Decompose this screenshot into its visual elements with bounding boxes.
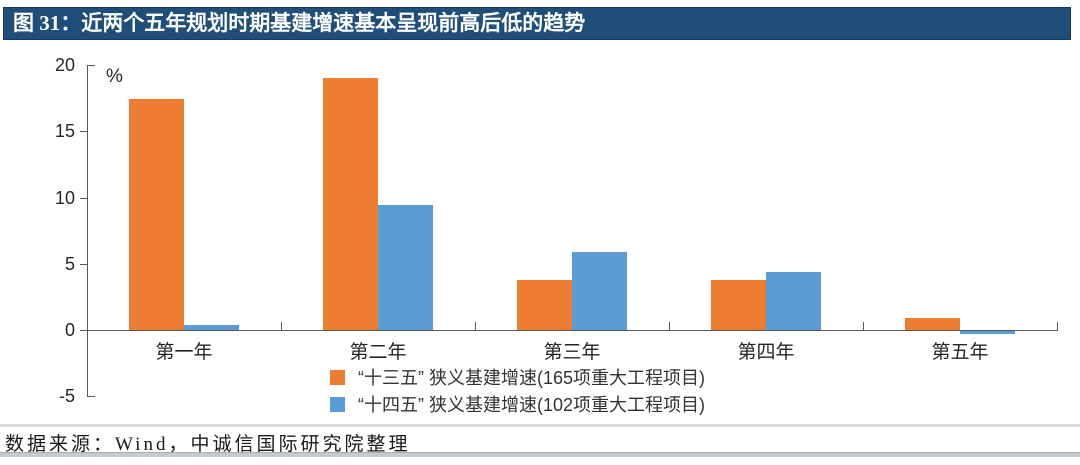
figure-title: 图 31：近两个五年规划时期基建增速基本呈现前高后低的趋势 <box>13 11 586 35</box>
figure-title-bar: 图 31：近两个五年规划时期基建增速基本呈现前高后低的趋势 <box>3 7 1071 40</box>
bar <box>184 324 239 330</box>
legend-label: “十三五” 狭义基建增速(165项重大工程项目) <box>358 368 706 388</box>
y-axis-end-cap <box>87 65 95 66</box>
x-axis-end-cap <box>1057 322 1058 331</box>
y-axis-tick-label: 20 <box>54 55 75 75</box>
x-axis-category-label: 第四年 <box>737 342 795 363</box>
x-axis-tick <box>669 322 670 330</box>
x-axis-tick <box>281 322 282 330</box>
chart-legend: “十三五” 狭义基建增速(165项重大工程项目) “十四五” 狭义基建增速(102… <box>330 366 705 420</box>
y-axis-tick-label: 0 <box>64 320 75 340</box>
bar <box>323 78 378 330</box>
y-axis-end-cap <box>87 396 95 398</box>
legend-item: “十四五” 狭义基建增速(102项重大工程项目) <box>330 393 705 420</box>
bottom-border-line <box>0 452 1080 457</box>
legend-label: “十四五” 狭义基建增速(102项重大工程项目) <box>358 395 706 415</box>
bar <box>905 318 960 330</box>
bar <box>766 271 821 330</box>
bar <box>960 331 1015 334</box>
y-axis-tick-label: -5 <box>58 386 75 407</box>
y-axis-tick-label: 10 <box>54 187 75 208</box>
legend-swatch-icon <box>330 370 345 385</box>
legend-swatch-icon <box>330 397 345 412</box>
data-source-text: 数据来源：Wind，中诚信国际研究院整理 <box>5 434 411 455</box>
percent-unit-label: % <box>106 66 123 87</box>
bar <box>517 279 572 330</box>
y-axis-tick-label: 5 <box>64 253 75 274</box>
y-axis-line <box>87 65 88 396</box>
y-axis-tick-label: 15 <box>54 121 75 142</box>
bar <box>711 279 766 330</box>
legend-item: “十三五” 狭义基建增速(165项重大工程项目) <box>330 366 705 393</box>
x-axis-category-label: 第五年 <box>931 342 989 363</box>
x-axis-category-label: 第一年 <box>155 342 213 363</box>
x-axis-tick <box>475 322 476 330</box>
x-axis-category-label: 第三年 <box>543 342 601 363</box>
bar <box>129 99 184 330</box>
y-axis-tick <box>80 330 87 331</box>
separator-line <box>0 424 1080 427</box>
x-axis-category-label: 第二年 <box>349 342 407 363</box>
y-axis-tick <box>80 263 87 265</box>
x-axis-tick <box>863 322 864 330</box>
bar <box>572 251 627 330</box>
x-axis-line <box>87 330 1057 331</box>
y-axis-tick <box>80 131 87 133</box>
bar <box>378 205 433 330</box>
y-axis-tick <box>80 197 87 199</box>
